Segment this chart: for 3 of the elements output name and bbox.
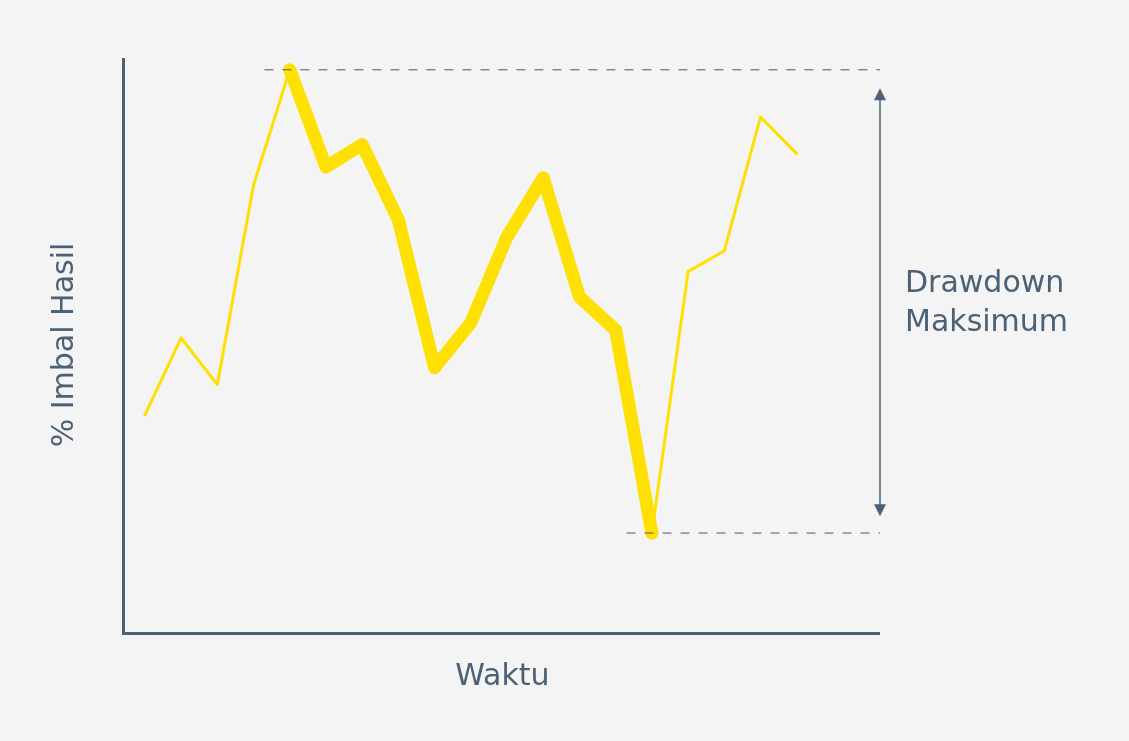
x-axis-title: Waktu <box>455 656 550 692</box>
text: Drawdown Maksimum <box>905 264 1069 338</box>
y-axis-title: % Imbal Hasil <box>45 242 80 448</box>
